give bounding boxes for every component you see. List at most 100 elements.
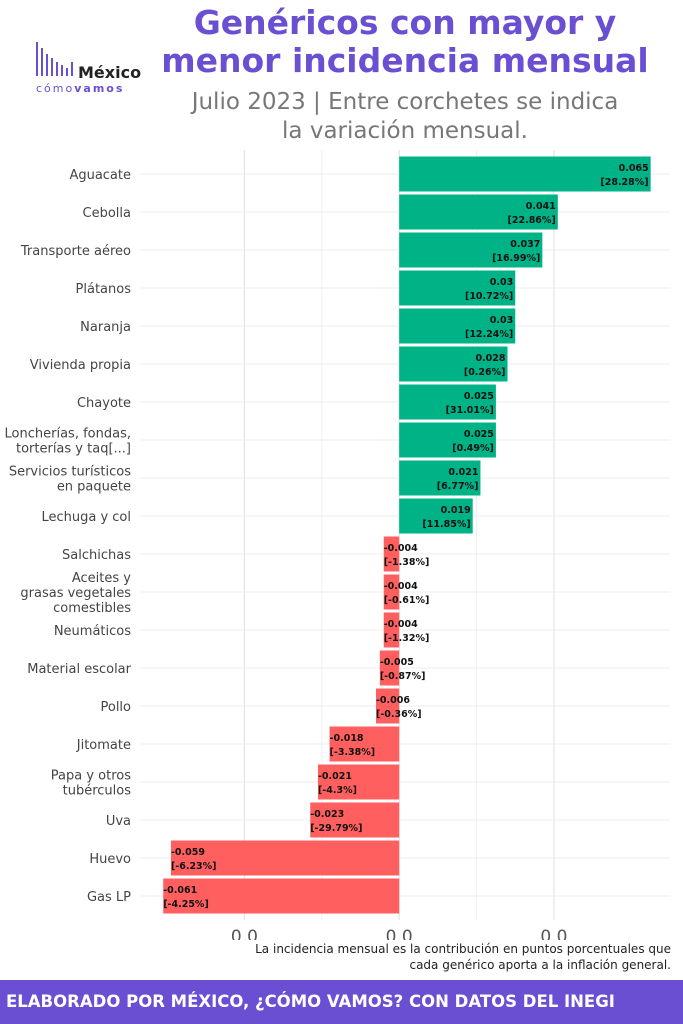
variation-label: [-1.32%] (384, 633, 430, 644)
bar-chart: 0.065 [28.28%] Aguacate 0.041 [22.86%] Ceboll… (5, 150, 670, 940)
bar (170, 840, 400, 876)
chart-subtitle: Julio 2023 | Entre corchetes se indica l… (150, 88, 660, 146)
category-label: Gas LP (87, 890, 131, 905)
bar (379, 650, 400, 686)
x-tick-label: 0.0 (231, 927, 258, 940)
category-label: Loncherías, fondas, (5, 427, 131, 442)
value-label: -0.018 (330, 733, 364, 744)
category-label: Plátanos (76, 282, 132, 297)
bar (399, 384, 496, 420)
bar (399, 156, 651, 192)
variation-label: [16.99%] (492, 253, 540, 264)
value-label: -0.005 (380, 657, 414, 668)
note-line-2: cada genérico aporta a la inflación gene… (409, 958, 671, 972)
variation-label: [-1.38%] (384, 557, 430, 568)
logo-sub-text: cómovamos (36, 82, 124, 95)
category-label: Chayote (77, 396, 131, 411)
category-label: torterías y taq[...] (16, 442, 131, 457)
variation-label: [11.85%] (422, 519, 470, 530)
value-label: 0.037 (510, 239, 540, 250)
variation-label: [-0.61%] (384, 595, 430, 606)
x-tick-label: 0.0 (540, 927, 567, 940)
value-label: 0.025 (464, 429, 494, 440)
bar (399, 270, 516, 306)
value-label: 0.03 (490, 315, 513, 326)
category-label: Huevo (89, 852, 131, 867)
category-label: Jitomate (76, 738, 131, 753)
note-line-1: La incidencia mensual es la contribución… (255, 942, 671, 956)
footer-banner: ELABORADO POR MÉXICO, ¿CÓMO VAMOS? CON D… (0, 980, 683, 1024)
category-label: Transporte aéreo (20, 244, 131, 259)
bar (399, 232, 543, 268)
logo-sub-b: vamos (74, 82, 125, 95)
bar (163, 878, 400, 914)
value-label: -0.006 (376, 695, 410, 706)
logo-main-text: México (78, 63, 142, 82)
value-label: 0.025 (464, 391, 494, 402)
variation-label: [0.49%] (452, 443, 494, 454)
bar (383, 574, 400, 610)
bar (399, 346, 508, 382)
bar (399, 194, 558, 230)
value-label: -0.004 (384, 581, 418, 592)
category-label: Material escolar (27, 662, 131, 677)
value-label: -0.061 (163, 885, 197, 896)
category-label: grasas vegetales (20, 586, 131, 601)
category-label: tubérculos (63, 784, 132, 799)
variation-label: [-0.36%] (376, 709, 422, 720)
category-label: Naranja (80, 320, 131, 335)
subtitle-line-1: Julio 2023 | Entre corchetes se indica (191, 89, 619, 115)
subtitle-line-2: la variación mensual. (282, 118, 528, 144)
bar (329, 726, 400, 762)
category-label: comestibles (53, 601, 131, 616)
logo-sub-a: cómo (36, 82, 75, 95)
value-label: -0.021 (318, 771, 352, 782)
bar (399, 422, 496, 458)
value-label: -0.059 (171, 847, 205, 858)
category-label: Vivienda propia (30, 358, 131, 373)
chart-note: La incidencia mensual es la contribución… (211, 941, 671, 973)
value-label: 0.028 (475, 353, 505, 364)
value-label: 0.065 (619, 163, 649, 174)
mexico-como-vamos-logo: México cómovamos (36, 38, 156, 95)
bar (399, 498, 473, 534)
category-label: Servicios turísticos (9, 465, 131, 480)
category-label: Uva (106, 814, 131, 829)
value-label: 0.021 (448, 467, 478, 478)
title-line-1: Genéricos con mayor y (193, 3, 617, 42)
category-label: Aguacate (69, 168, 131, 183)
bar (317, 764, 400, 800)
value-label: 0.019 (441, 505, 471, 516)
category-label: Salchichas (62, 548, 131, 563)
bar (399, 308, 516, 344)
variation-label: [-6.23%] (171, 861, 217, 872)
variation-label: [31.01%] (446, 405, 494, 416)
value-label: -0.004 (384, 619, 418, 630)
chart-title: Genéricos con mayor y menor incidencia m… (150, 4, 660, 80)
category-label: Aceites y (72, 571, 131, 586)
category-label: en paquete (57, 480, 131, 495)
value-label: 0.041 (526, 201, 556, 212)
variation-label: [-29.79%] (310, 823, 362, 834)
variation-label: [-0.87%] (380, 671, 426, 682)
variation-label: [-3.38%] (330, 747, 376, 758)
variation-label: [28.28%] (600, 177, 648, 188)
category-label: Cebolla (83, 206, 131, 221)
bar (310, 802, 400, 838)
category-label: Lechuga y col (41, 510, 131, 525)
category-label: Neumáticos (54, 624, 131, 639)
value-label: 0.03 (490, 277, 513, 288)
variation-label: [22.86%] (508, 215, 556, 226)
variation-label: [-4.3%] (318, 785, 357, 796)
bar (383, 612, 400, 648)
bar (399, 460, 481, 496)
category-label: Papa y otros (51, 769, 131, 784)
variation-label: [10.72%] (465, 291, 513, 302)
value-label: -0.004 (384, 543, 418, 554)
variation-label: [6.77%] (437, 481, 479, 492)
category-label: Pollo (100, 700, 131, 715)
variation-label: [12.24%] (465, 329, 513, 340)
variation-label: [0.26%] (464, 367, 506, 378)
bar (375, 688, 400, 724)
bar (383, 536, 400, 572)
